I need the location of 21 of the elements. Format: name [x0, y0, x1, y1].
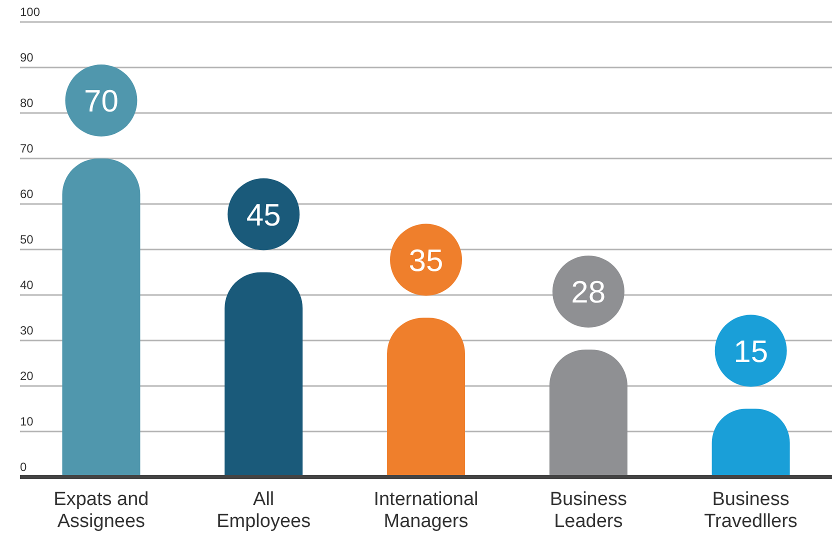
data-label: 35: [408, 242, 444, 278]
y-tick-label: 100: [20, 5, 40, 19]
x-tick-label: Business Travedllers: [704, 489, 798, 532]
y-tick-label: 40: [20, 278, 34, 292]
y-tick-label: 30: [20, 324, 34, 338]
data-label: 28: [571, 274, 606, 310]
y-tick-label: 50: [20, 232, 34, 246]
y-tick-label: 0: [20, 460, 27, 474]
x-tick-label: Expats and Assignees: [54, 489, 149, 532]
y-tick-label: 90: [20, 50, 34, 64]
x-tick-label: International Managers: [374, 489, 478, 532]
data-label: 45: [246, 197, 281, 232]
y-tick-label: 10: [20, 414, 34, 428]
x-tick-label: All Employees: [216, 489, 311, 532]
y-tick-label: 80: [20, 96, 34, 110]
y-tick-label: 20: [20, 369, 34, 383]
y-tick-label: 70: [20, 142, 34, 156]
data-label: 70: [84, 84, 118, 118]
x-tick-label: Business Leaders: [550, 489, 627, 532]
data-label: 15: [734, 334, 768, 369]
y-tick-label: 60: [20, 187, 34, 201]
